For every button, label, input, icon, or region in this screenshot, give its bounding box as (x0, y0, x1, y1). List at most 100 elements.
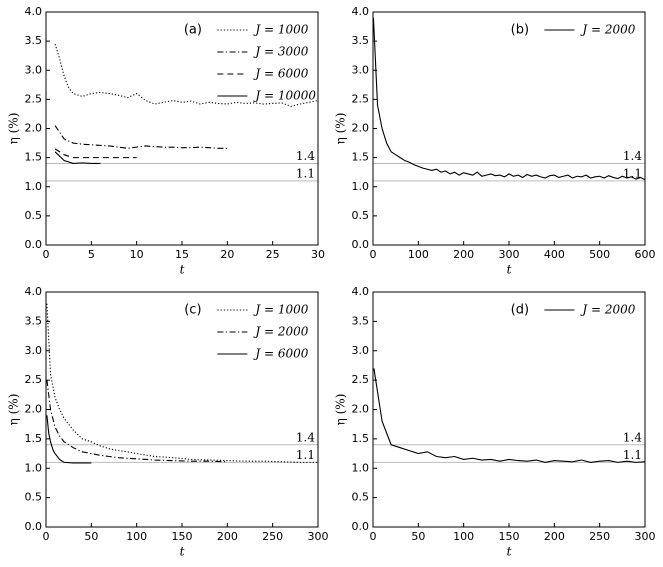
y-tick-label: 3.5 (25, 314, 43, 327)
y-tick-label: 2.0 (25, 122, 43, 135)
x-tick-label: 400 (544, 248, 565, 261)
y-tick-label: 3.5 (352, 314, 370, 327)
y-tick-label: 0.0 (25, 520, 43, 533)
plot-frame (45, 11, 319, 246)
y-tick-label: 2.5 (352, 373, 370, 386)
x-tick-label: 20 (220, 248, 234, 261)
y-tick-label: 4.0 (25, 285, 43, 298)
y-axis-label: η (%) (334, 113, 348, 145)
legend-label: J = 2000 (579, 23, 635, 37)
x-tick-label: 15 (175, 248, 189, 261)
x-tick-label: 5 (88, 248, 95, 261)
x-axis-label: t (507, 545, 512, 559)
x-tick-label: 0 (370, 530, 377, 543)
y-axis-label: η (%) (7, 394, 21, 426)
x-axis-label: t (507, 263, 512, 277)
y-tick-label: 4.0 (352, 285, 370, 298)
legend-label: J = 6000 (252, 67, 308, 81)
y-tick-label: 2.5 (25, 92, 43, 105)
y-tick-label: 2.5 (352, 92, 370, 105)
data-line (372, 17, 646, 181)
reference-label: 1.4 (623, 430, 642, 444)
data-line (54, 43, 319, 107)
x-tick-label: 10 (130, 248, 144, 261)
x-tick-label: 30 (311, 248, 325, 261)
y-tick-label: 0.0 (352, 520, 370, 533)
y-tick-label: 2.5 (25, 373, 43, 386)
x-tick-label: 600 (635, 248, 656, 261)
y-tick-label: 4.0 (25, 5, 43, 18)
panel-label: (a) (184, 23, 202, 38)
y-tick-label: 3.0 (25, 63, 43, 76)
plot-frame (372, 11, 646, 246)
reference-label: 1.4 (296, 430, 315, 444)
y-tick-label: 0.0 (25, 238, 43, 251)
y-tick-label: 2.0 (352, 122, 370, 135)
data-line (46, 303, 318, 463)
panel-label: (d) (511, 303, 529, 318)
x-tick-label: 300 (635, 530, 656, 543)
panel-label: (b) (511, 23, 529, 38)
y-tick-label: 2.0 (25, 403, 43, 416)
legend-label: J = 6000 (252, 347, 308, 361)
legend-label: J = 10000 (252, 89, 316, 103)
y-tick-label: 3.0 (25, 344, 43, 357)
x-tick-label: 0 (43, 248, 50, 261)
x-tick-label: 200 (544, 530, 565, 543)
legend-label: J = 1000 (252, 23, 308, 37)
x-tick-label: 500 (589, 248, 610, 261)
y-tick-label: 1.5 (352, 432, 370, 445)
data-line (46, 380, 228, 463)
x-tick-label: 250 (589, 530, 610, 543)
y-tick-label: 3.5 (25, 34, 43, 47)
x-tick-label: 50 (411, 530, 425, 543)
y-tick-label: 4.0 (352, 5, 370, 18)
x-tick-label: 0 (370, 248, 377, 261)
reference-label: 1.4 (623, 149, 642, 163)
x-axis-label: t (180, 545, 185, 559)
y-tick-label: 0.5 (352, 491, 370, 504)
x-tick-label: 100 (126, 530, 147, 543)
x-tick-label: 200 (217, 530, 238, 543)
x-tick-label: 300 (499, 248, 520, 261)
y-tick-label: 1.5 (352, 151, 370, 164)
legend-label: J = 1000 (252, 303, 308, 317)
y-tick-label: 1.5 (25, 432, 43, 445)
x-axis-label: t (180, 263, 185, 277)
legend-label: J = 2000 (579, 303, 635, 317)
x-tick-label: 50 (84, 530, 98, 543)
data-line (54, 125, 228, 149)
reference-label: 1.1 (623, 448, 642, 462)
legend-label: J = 2000 (252, 325, 308, 339)
reference-label: 1.1 (623, 166, 642, 180)
x-tick-label: 25 (266, 248, 280, 261)
reference-label: 1.4 (296, 149, 315, 163)
x-tick-label: 250 (262, 530, 283, 543)
x-tick-label: 150 (172, 530, 193, 543)
data-line (46, 415, 92, 464)
plot-frame (45, 291, 319, 528)
y-tick-label: 1.0 (352, 180, 370, 193)
data-line (373, 368, 646, 463)
x-tick-label: 0 (43, 530, 50, 543)
y-tick-label: 0.0 (352, 238, 370, 251)
y-tick-label: 3.0 (352, 344, 370, 357)
y-tick-label: 0.5 (25, 209, 43, 222)
data-line (54, 151, 101, 165)
y-tick-label: 1.0 (25, 180, 43, 193)
y-tick-label: 1.0 (352, 461, 370, 474)
y-tick-label: 0.5 (25, 491, 43, 504)
y-tick-label: 1.5 (25, 151, 43, 164)
legend-label: J = 3000 (252, 45, 308, 59)
panel-label: (c) (184, 303, 201, 318)
plot-frame (372, 291, 646, 528)
y-tick-label: 0.5 (352, 209, 370, 222)
y-tick-label: 3.5 (352, 34, 370, 47)
x-tick-label: 150 (499, 530, 520, 543)
reference-label: 1.1 (296, 448, 315, 462)
y-axis-label: η (%) (7, 113, 21, 145)
x-tick-label: 300 (308, 530, 329, 543)
y-tick-label: 1.0 (25, 461, 43, 474)
reference-label: 1.1 (296, 166, 315, 180)
